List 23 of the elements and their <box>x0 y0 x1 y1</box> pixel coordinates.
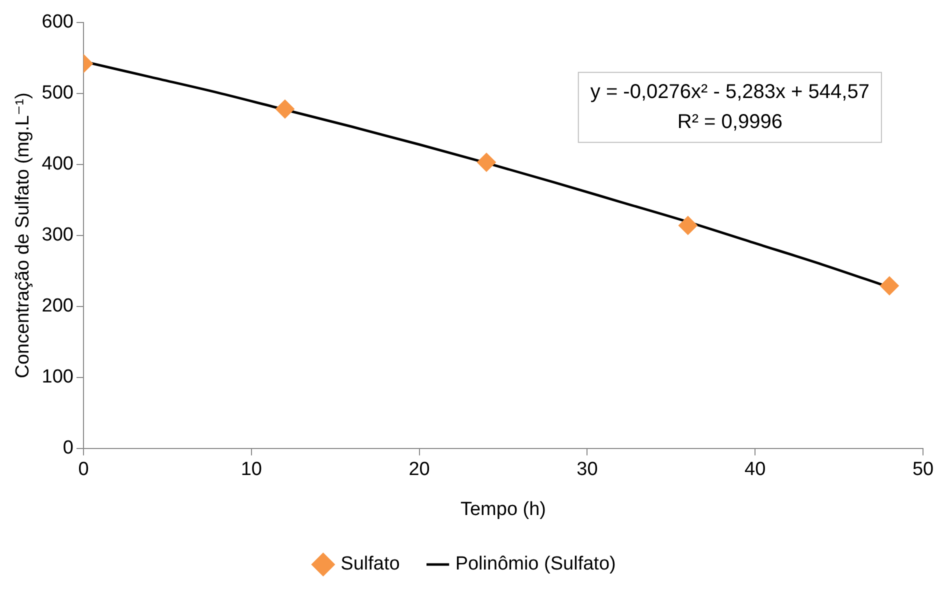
x-tick-label: 50 <box>912 459 934 480</box>
y-tick-label: 300 <box>42 224 74 246</box>
y-tick-label: 200 <box>42 296 74 317</box>
legend-label: Polinômio (Sulfato) <box>455 554 616 575</box>
x-tick-label: 20 <box>408 459 430 480</box>
y-tick-label: 400 <box>42 154 74 175</box>
legend-label: Sulfato <box>340 554 400 575</box>
y-tick-label: 100 <box>42 366 74 388</box>
y-tick-label: 500 <box>42 82 74 104</box>
x-tick-label: 30 <box>576 459 598 480</box>
x-axis-title: Tempo (h) <box>460 498 546 520</box>
x-tick-label: 40 <box>744 459 766 480</box>
x-tick-label: 10 <box>240 459 262 480</box>
point <box>275 100 294 119</box>
y-tick-label: 600 <box>42 12 74 33</box>
annotation: y = -0,0276x² - 5,283x + 544,57 <box>590 80 870 103</box>
annotation: R² = 0,9996 <box>677 110 782 133</box>
point <box>880 276 899 296</box>
y-tick-label: 0 <box>62 438 74 459</box>
point <box>678 216 698 235</box>
x-tick-label: 0 <box>78 459 89 480</box>
point <box>476 152 496 172</box>
y-axis-title: Concentração de Sulfato (mg.L⁻¹) <box>12 92 34 378</box>
